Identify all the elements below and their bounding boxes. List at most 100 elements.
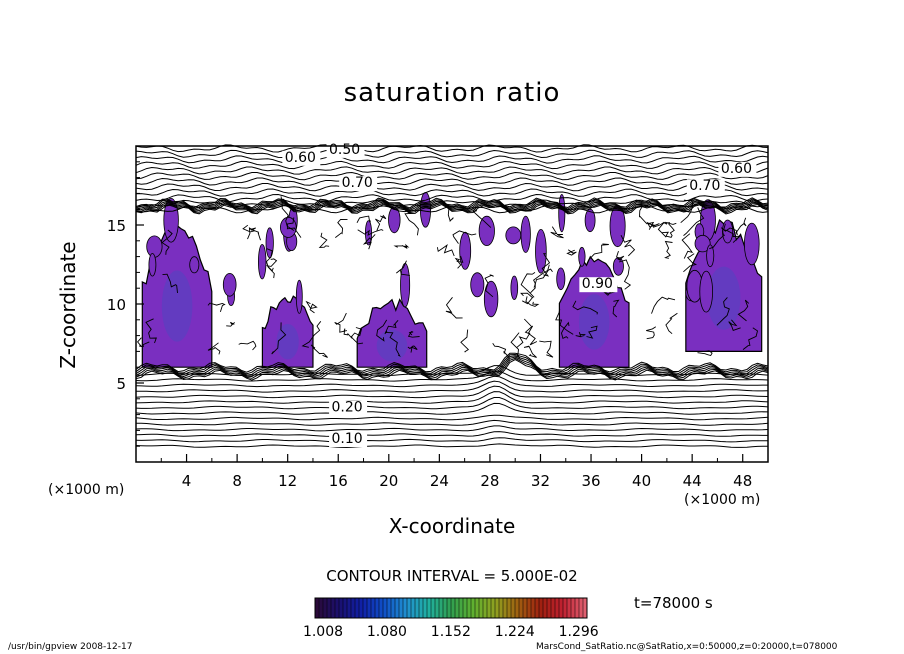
contour-squiggle bbox=[575, 332, 586, 338]
colorbar-strip bbox=[383, 598, 388, 618]
contour-squiggle bbox=[452, 230, 477, 244]
contour-label: 0.20 bbox=[332, 399, 363, 415]
contour-line bbox=[135, 188, 769, 197]
colorbar-strip bbox=[435, 598, 440, 618]
contour-squiggle bbox=[162, 273, 178, 294]
colorbar-strip bbox=[367, 598, 372, 618]
colorbar-strip bbox=[527, 598, 532, 618]
contour-squiggle bbox=[651, 296, 676, 314]
contour-squiggle bbox=[375, 214, 387, 231]
colorbar-strip bbox=[331, 598, 336, 618]
contour-squiggle bbox=[376, 319, 388, 342]
colorbar-strip bbox=[339, 598, 344, 618]
shaded-blob bbox=[189, 256, 200, 274]
x-tick-label: 20 bbox=[379, 472, 398, 490]
colorbar-strip bbox=[375, 598, 380, 618]
contour-line bbox=[135, 380, 769, 393]
contour-squiggle bbox=[334, 312, 347, 333]
colorbar-strip bbox=[463, 598, 468, 618]
contour-line bbox=[135, 201, 769, 213]
contour-squiggle bbox=[161, 229, 173, 255]
contour-label-bg bbox=[339, 176, 378, 192]
contour-squiggle bbox=[716, 297, 730, 326]
contour-squiggle bbox=[657, 222, 671, 238]
y-tick-label: 10 bbox=[107, 296, 126, 314]
colorbar-strip bbox=[551, 598, 556, 618]
contour-squiggle bbox=[665, 312, 678, 335]
colorbar-tick-label: 1.008 bbox=[303, 624, 343, 640]
contour-squiggle bbox=[646, 326, 657, 340]
contour-line bbox=[135, 197, 769, 209]
colorbar-strip bbox=[559, 598, 564, 618]
contour-line bbox=[135, 356, 769, 378]
colorbar-strip bbox=[495, 598, 500, 618]
contour-squiggle bbox=[492, 342, 510, 358]
contour-squiggle bbox=[393, 243, 410, 250]
colorbar-strip bbox=[515, 598, 520, 618]
contour-squiggle bbox=[357, 229, 384, 236]
contour-line bbox=[135, 160, 769, 170]
x-tick-label: 12 bbox=[278, 472, 297, 490]
contour-label-bg bbox=[282, 150, 321, 166]
contour-squiggle bbox=[612, 299, 620, 318]
contour-line bbox=[135, 414, 769, 421]
x-tick-label: 8 bbox=[232, 472, 242, 490]
colorbar-strip bbox=[475, 598, 480, 618]
contour-squiggle bbox=[720, 227, 738, 236]
shaded-blob bbox=[535, 229, 547, 274]
colorbar-strip bbox=[491, 598, 496, 618]
contour-line bbox=[135, 431, 768, 437]
contour-squiggle bbox=[680, 199, 694, 224]
colorbar-strip bbox=[407, 598, 412, 618]
colorbar-tick-label: 1.080 bbox=[367, 624, 407, 640]
colorbar-strip bbox=[563, 598, 568, 618]
shaded-blob bbox=[459, 231, 472, 270]
colorbar-strip bbox=[439, 598, 444, 618]
colorbar-strip bbox=[387, 598, 392, 618]
shaded-blob bbox=[578, 246, 586, 267]
colorbar-strip bbox=[371, 598, 376, 618]
contour-squiggle bbox=[301, 321, 322, 348]
shaded-blob bbox=[295, 279, 303, 314]
contour-squiggle bbox=[447, 208, 454, 222]
shaded-blob bbox=[556, 267, 566, 291]
contour-squiggle bbox=[350, 327, 364, 345]
contour-line bbox=[135, 193, 769, 203]
shaded-blob bbox=[584, 208, 596, 233]
contour-line bbox=[135, 353, 769, 375]
contour-line bbox=[135, 149, 769, 159]
contour-squiggle bbox=[249, 227, 261, 241]
x-tick-label: 44 bbox=[683, 472, 702, 490]
shaded-blob bbox=[470, 272, 485, 298]
colorbar-strip bbox=[411, 598, 416, 618]
shaded-blob bbox=[478, 215, 495, 246]
colorbar-strip bbox=[499, 598, 504, 618]
colorbar-strip bbox=[443, 598, 448, 618]
chart-title: saturation ratio bbox=[343, 78, 561, 108]
shaded-region-layer bbox=[141, 192, 763, 368]
contour-label: 0.10 bbox=[332, 431, 363, 447]
contour-line bbox=[136, 419, 769, 426]
contour-label-bg bbox=[686, 179, 725, 195]
colorbar-strip bbox=[467, 598, 472, 618]
colorbar-strip bbox=[523, 598, 528, 618]
contour-squiggle bbox=[318, 232, 330, 249]
colorbar-strip bbox=[555, 598, 560, 618]
contour-squiggle bbox=[385, 331, 401, 357]
contour-line bbox=[135, 177, 769, 186]
shaded-blob bbox=[148, 253, 157, 277]
colorbar-strip bbox=[359, 598, 364, 618]
colorbar-strip bbox=[567, 598, 572, 618]
contour-line bbox=[135, 198, 769, 210]
y-axis-ticks: 5 10 15 bbox=[107, 161, 144, 447]
contour-squiggle bbox=[265, 248, 275, 279]
contour-interval-label: CONTOUR INTERVAL = 5.000E-02 bbox=[326, 567, 578, 585]
colorbar-strip bbox=[351, 598, 356, 618]
x-axis-label: X-coordinate bbox=[388, 514, 516, 538]
contour-label-bg bbox=[329, 432, 368, 448]
colorbar-strips bbox=[314, 598, 588, 618]
colorbar-strip bbox=[327, 598, 332, 618]
colorbar-strip bbox=[455, 598, 460, 618]
contour-squiggle bbox=[697, 350, 713, 357]
contour-squiggle bbox=[343, 328, 353, 339]
